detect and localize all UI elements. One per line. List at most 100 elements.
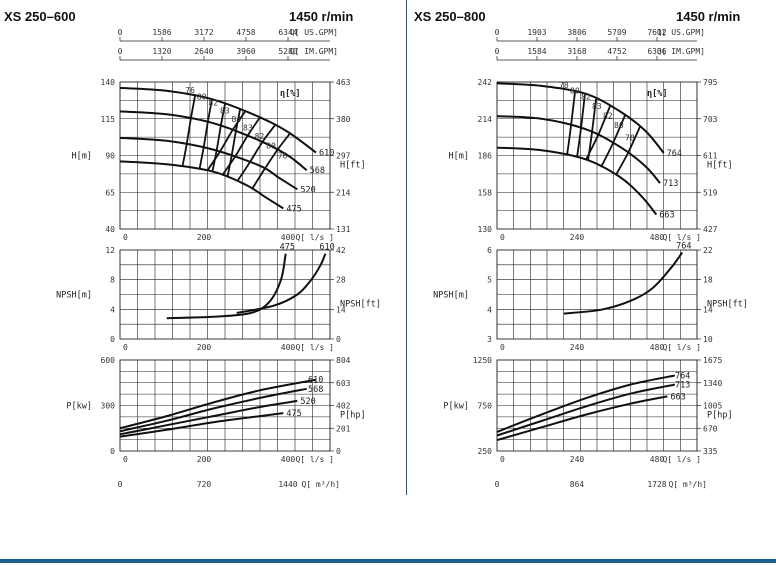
head-y-tick-label: 242	[478, 78, 493, 87]
head-y-tick-label: 65	[105, 188, 115, 197]
efficiency-value-label: 82	[255, 132, 265, 141]
head-ylabel: H[m]	[449, 152, 469, 162]
head-curve-label-713: 713	[663, 179, 678, 189]
m3h-tick-label: 1440	[278, 480, 297, 489]
head-curve-764	[496, 82, 665, 154]
efficiency-line-right	[615, 126, 641, 176]
power-y-tick-label: 250	[478, 447, 493, 456]
im-gpm-tick-label: 3168	[567, 47, 586, 56]
efficiency-value-label: 78	[559, 81, 569, 90]
head-curve-610	[119, 86, 317, 154]
efficiency-line	[226, 109, 241, 178]
power-ylabel-right: P[hp]	[340, 411, 366, 421]
efficiency-line-right	[251, 132, 291, 190]
head-y-right-tick-label: 703	[703, 115, 718, 124]
power-curve-568	[119, 387, 307, 433]
head-curve-label-520: 520	[300, 185, 315, 195]
efficiency-line-right	[221, 116, 261, 176]
npsh-y-right-tick-label: 0	[336, 335, 341, 344]
m3h-tick-label: 864	[570, 480, 585, 489]
head-y-tick-label: 130	[478, 225, 493, 234]
us-gpm-tick-label: 3806	[567, 28, 586, 37]
head-curve-663	[496, 146, 658, 216]
power-y-right-tick-label: 1340	[703, 379, 722, 388]
power-y-right-tick-label: 603	[336, 379, 351, 388]
footer-bar	[0, 559, 776, 563]
im-gpm-tick-label: 0	[118, 47, 123, 56]
head-y-tick-label: 90	[105, 152, 115, 161]
npsh-q-tick-label: 0	[123, 343, 128, 352]
im-gpm-axis-label: Q[ IM.GPM]	[657, 47, 705, 56]
power-q-tick-label: 0	[500, 455, 505, 464]
efficiency-value-label: 84	[232, 115, 242, 124]
power-curve-label-475: 475	[286, 409, 301, 419]
us-gpm-tick-label: 1586	[152, 28, 171, 37]
head-curve-label-764: 764	[667, 149, 682, 159]
npsh-curve-label-764: 764	[676, 242, 691, 252]
power-curve-520	[119, 399, 298, 436]
us-gpm-axis-label: Q[ US.GPM]	[657, 28, 705, 37]
head-q-tick-label: 0	[500, 233, 505, 242]
head-curve-label-610: 610	[319, 149, 334, 159]
m3h-axis-label: Q[ m³/h]	[668, 480, 707, 489]
head-curve-label-568: 568	[310, 166, 325, 176]
head-y-tick-label: 186	[478, 152, 493, 161]
m3h-axis-label: Q[ m³/h]	[301, 480, 340, 489]
npsh-q-label: Q[ l/s ]	[662, 343, 701, 352]
power-curve-label-764: 764	[675, 371, 690, 381]
us-gpm-axis-label: Q[ US.GPM]	[290, 28, 338, 37]
power-q-label: Q[ l/s ]	[295, 455, 334, 464]
head-y-right-tick-label: 380	[336, 115, 351, 124]
efficiency-line	[566, 91, 576, 156]
head-y-tick-label: 140	[101, 78, 116, 87]
us-gpm-tick-label: 6344	[278, 28, 297, 37]
head-y-right-tick-label: 214	[336, 188, 351, 197]
power-y-right-tick-label: 201	[336, 424, 351, 433]
efficiency-value-label: 76	[278, 152, 288, 161]
power-curve-label-568: 568	[308, 385, 323, 395]
us-gpm-tick-label: 3172	[194, 28, 213, 37]
im-gpm-tick-label: 4752	[607, 47, 626, 56]
head-q-tick-label: 240	[570, 233, 585, 242]
head-y-right-tick-label: 297	[336, 152, 351, 161]
power-ylabel-right: P[hp]	[707, 411, 733, 421]
npsh-curve-764	[563, 251, 684, 315]
im-gpm-tick-label: 2640	[194, 47, 213, 56]
npsh-q-label: Q[ l/s ]	[295, 343, 334, 352]
efficiency-value-label: 80	[614, 121, 624, 130]
head-y-right-tick-label: 519	[703, 188, 718, 197]
head-ylabel-right: H[ft]	[340, 161, 366, 171]
power-y-right-tick-label: 1005	[703, 402, 722, 411]
npsh-y-tick-label: 0	[110, 335, 115, 344]
us-gpm-tick-label: 7612	[647, 28, 666, 37]
m3h-tick-label: 1728	[647, 480, 666, 489]
im-gpm-tick-label: 6336	[647, 47, 666, 56]
npsh-y-tick-label: 4	[487, 305, 492, 314]
im-gpm-tick-label: 1320	[152, 47, 171, 56]
npsh-y-tick-label: 4	[110, 305, 115, 314]
power-curve-label-663: 663	[670, 392, 685, 402]
npsh-ylabel: NPSH[m]	[433, 291, 469, 301]
npsh-y-right-tick-label: 14	[336, 305, 346, 314]
speed-label: 1450 r/min	[676, 9, 740, 24]
head-y-right-tick-label: 463	[336, 78, 351, 87]
efficiency-line-right	[236, 124, 276, 182]
head-y-right-tick-label: 427	[703, 225, 718, 234]
us-gpm-tick-label: 0	[495, 28, 500, 37]
power-y-tick-label: 1250	[473, 356, 492, 365]
efficiency-value-label: 80	[570, 87, 580, 96]
npsh-q-tick-label: 480	[650, 343, 665, 352]
npsh-curve-610	[236, 253, 327, 314]
npsh-curve-475	[166, 253, 287, 320]
chart-title: XS 250–600	[4, 9, 76, 24]
power-q-tick-label: 200	[197, 455, 212, 464]
head-q-tick-label: 480	[650, 233, 665, 242]
npsh-y-right-tick-label: 14	[703, 305, 713, 314]
head-curve-475	[119, 160, 284, 210]
power-ylabel: P[kw]	[66, 402, 92, 412]
efficiency-value-label: 76	[185, 86, 195, 95]
power-ylabel: P[kw]	[443, 402, 469, 412]
im-gpm-tick-label: 0	[495, 47, 500, 56]
